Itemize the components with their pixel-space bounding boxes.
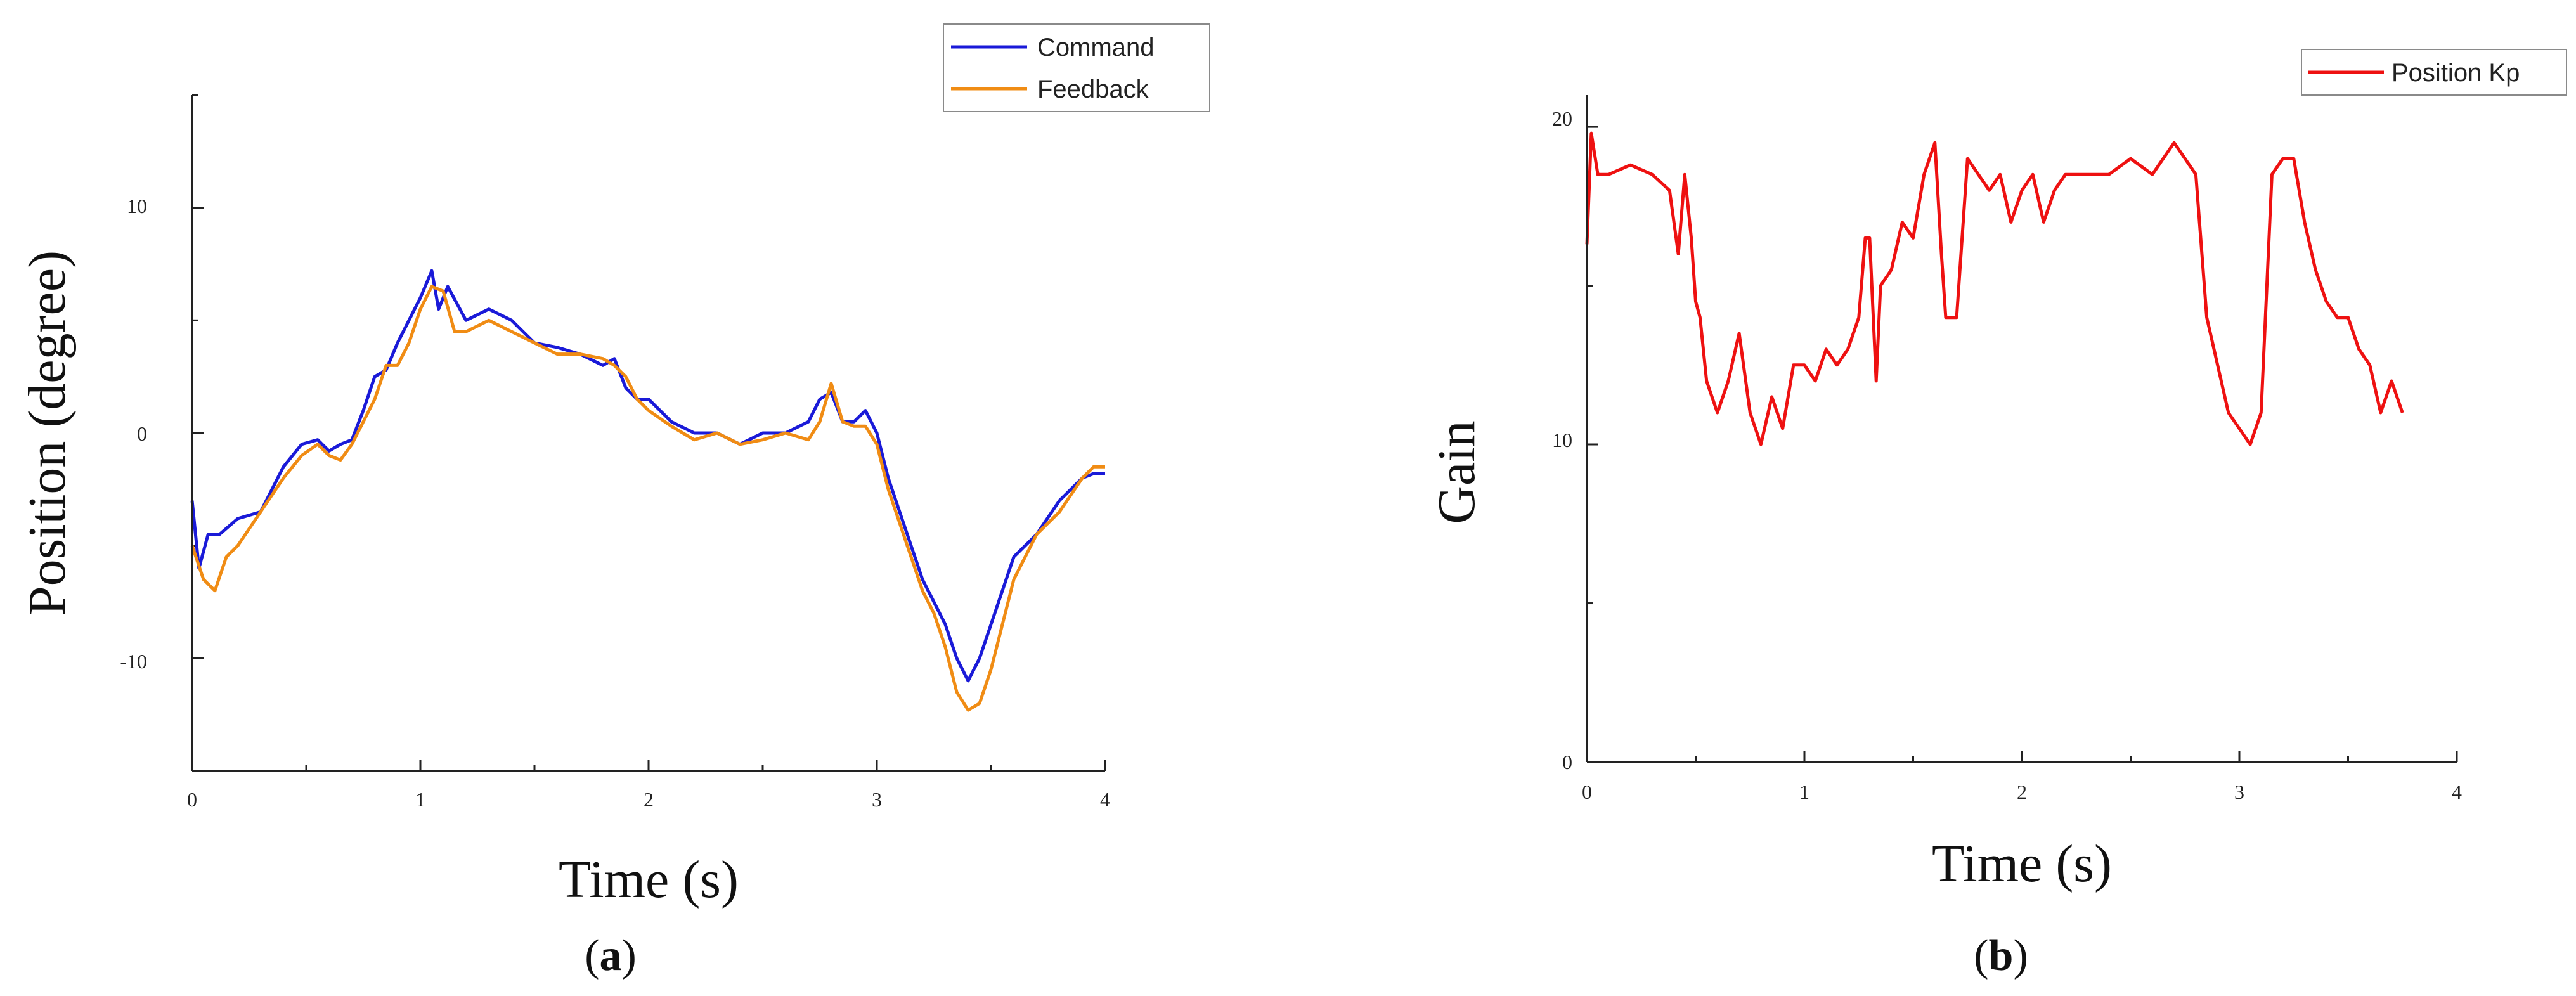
legend-feedback-label: Feedback [1037,75,1149,103]
legend-command-label: Command [1037,34,1155,61]
panel-a-y-axis-title: Position (degree) [18,250,77,616]
panel-b-x-axis-title: Time (s) [1932,834,2112,893]
panel-a-y-tick-label: -10 [120,650,147,673]
panel-b-y-tick-label: 10 [1552,429,1572,451]
panel-b-x-tick-label: 1 [1799,780,1809,803]
panel-b-label: (b) [1974,931,2028,980]
panel-a-x-tick-label: 0 [187,788,197,811]
panel-b-legend: Position Kp [2301,49,2566,95]
panel-b-y-tick-label: 0 [1562,751,1572,773]
panel-a-x-tick-label: 3 [872,788,882,811]
panel-a-x-axis-title: Time (s) [559,850,739,909]
panel-a-y-tick-label: 0 [137,422,147,445]
panel-b-letter: b [1989,931,2014,980]
panel-b-y-tick-label: 20 [1552,107,1572,130]
legend-position-kp-label: Position Kp [2392,59,2520,87]
panel-b-y-axis-title: Gain [1427,420,1486,524]
panel-a-x-tick-label: 1 [415,788,425,811]
panel-b-x-tick-label: 0 [1582,780,1592,803]
panel-b-x-tick-label: 3 [2234,780,2244,803]
panel-a-letter: a [600,931,622,980]
panel-a-label: (a) [585,931,637,980]
panel-b-x-tick-label: 4 [2452,780,2462,803]
panel-a-x-tick-label: 2 [644,788,654,811]
panel-b-x-tick-label: 2 [2017,780,2027,803]
panel-a-y-tick-label: 10 [127,195,147,217]
panel-a-legend: Command Feedback [943,24,1210,112]
panel-a-x-tick-label: 4 [1100,788,1110,811]
